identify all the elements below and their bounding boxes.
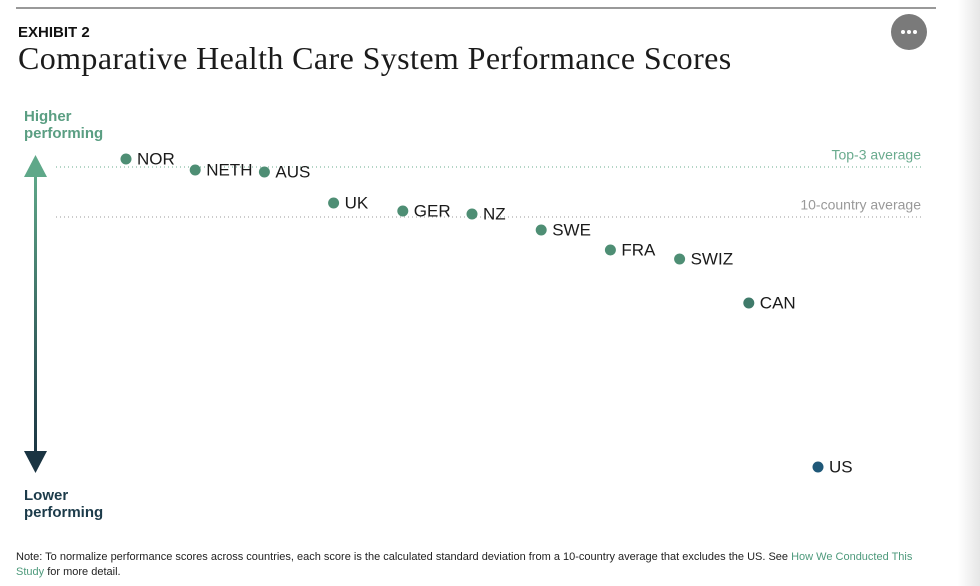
dot <box>397 205 409 217</box>
country-label: NOR <box>137 149 175 168</box>
country-label: SWIZ <box>691 249 734 268</box>
country-label: NETH <box>206 160 252 179</box>
menu-button[interactable] <box>891 14 927 50</box>
arrow-head-down <box>24 451 47 473</box>
note-text: for more detail. <box>47 566 121 578</box>
y-label-bottom: Lower performing <box>24 487 104 521</box>
dot <box>674 253 686 265</box>
country-label: SWE <box>552 220 591 239</box>
dot <box>189 164 201 176</box>
dot <box>535 224 547 236</box>
note-link[interactable]: How We Conducted This Study <box>16 551 913 578</box>
country-label: AUS <box>275 162 310 181</box>
dot <box>466 208 478 220</box>
reference-label: Top-3 average <box>831 147 921 163</box>
dot <box>812 461 824 473</box>
y-label-top: Higher performing <box>24 108 104 142</box>
country-label: CAN <box>760 293 796 312</box>
edge-shade <box>958 0 980 586</box>
exhibit-label: EXHIBIT 2 <box>18 24 90 41</box>
country-label: NZ <box>483 204 506 223</box>
dot <box>604 244 616 256</box>
dot <box>120 153 132 165</box>
country-label: US <box>829 457 853 476</box>
reference-label: 10-country average <box>800 197 921 213</box>
country-label: FRA <box>621 240 656 259</box>
arrow-head-up <box>24 155 47 177</box>
axis-arrow <box>34 172 37 456</box>
note: Note: To normalize performance scores ac… <box>16 550 916 580</box>
chart-title: Comparative Health Care System Performan… <box>18 40 732 76</box>
menu-icon <box>901 30 917 34</box>
country-label: GER <box>414 201 451 220</box>
dot <box>258 166 270 178</box>
country-label: UK <box>345 193 369 212</box>
dot <box>743 297 755 309</box>
dot <box>328 197 340 209</box>
note-text: Note: To normalize performance scores ac… <box>16 551 789 563</box>
